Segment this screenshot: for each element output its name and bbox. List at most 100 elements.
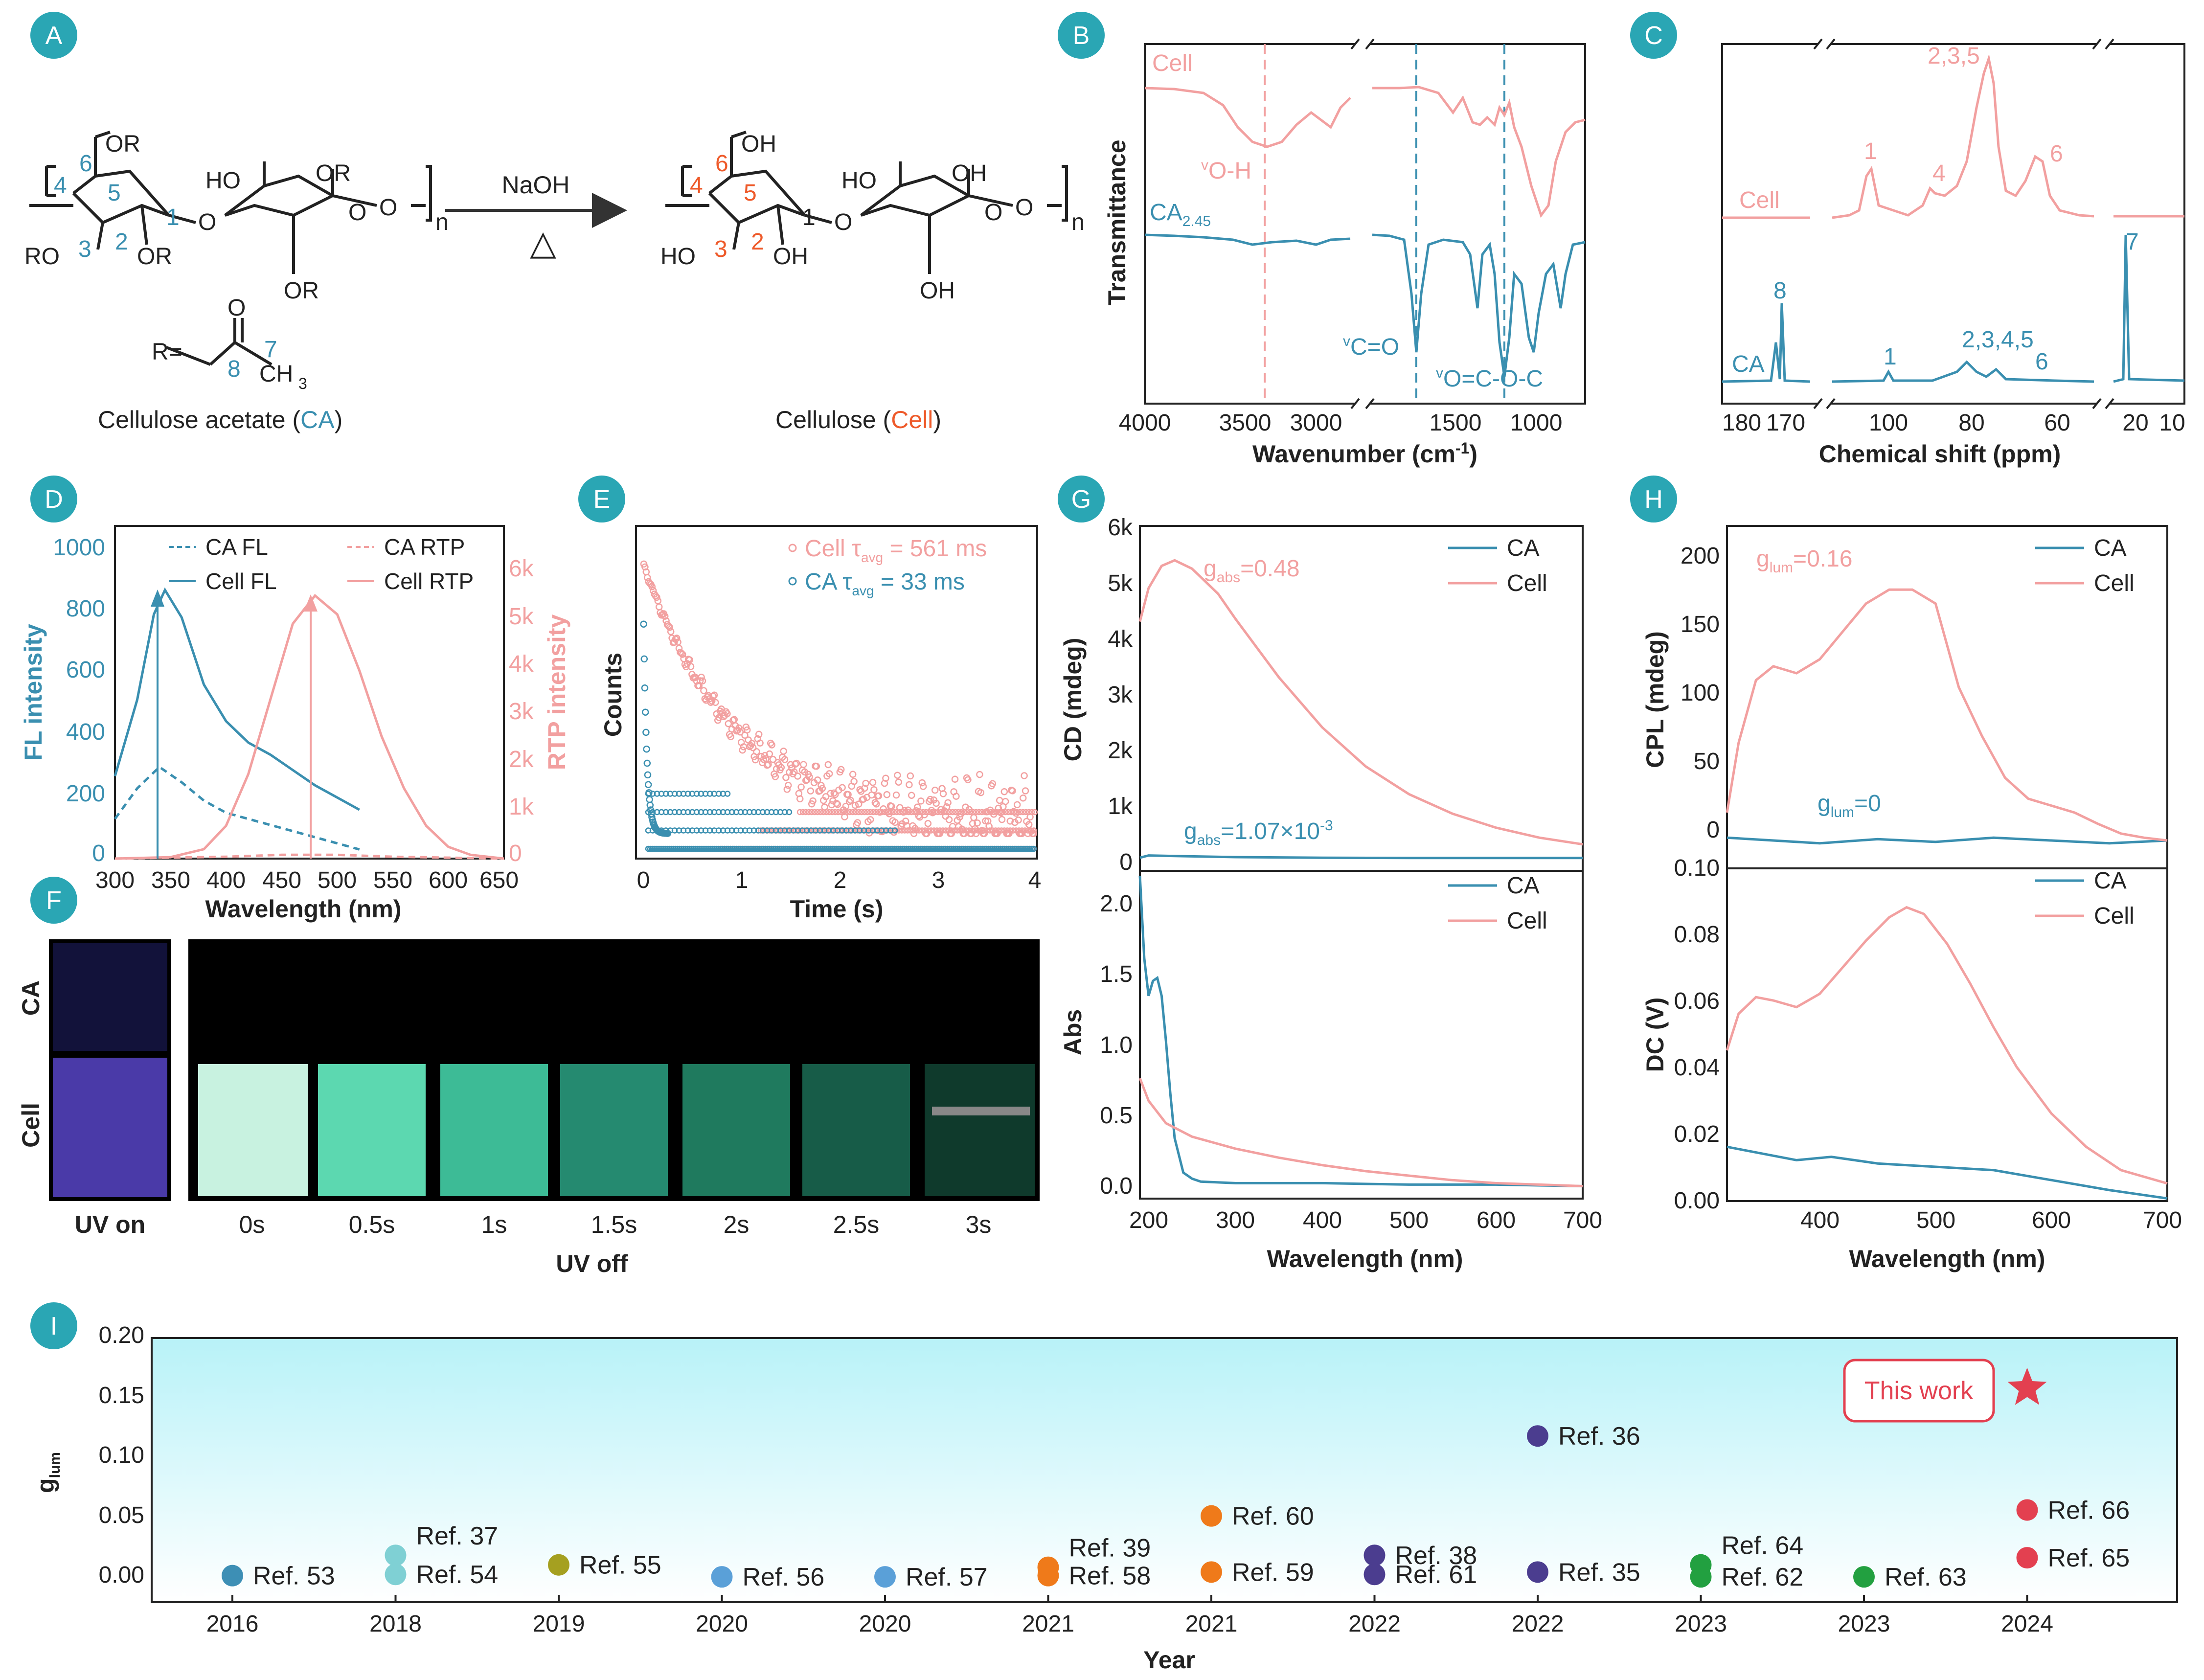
- e-cell-point-559: [870, 809, 877, 816]
- e-ca-point-136: [829, 845, 836, 852]
- e-cell-point-560: [873, 809, 880, 816]
- e-ca-point-124: [805, 845, 812, 852]
- e-legend-cell: Cell τavg = 561 ms: [805, 536, 987, 565]
- d-ytick-r1k: 1k: [509, 794, 534, 820]
- g-ann-cell: gabs=0.48: [1204, 556, 1300, 586]
- e-cell-point-464: [828, 827, 835, 834]
- d-ylabel-right: RTP intensity: [543, 614, 570, 771]
- e-cell-point-508: [957, 827, 964, 834]
- e-cell-point-515: [977, 827, 984, 834]
- e-cell-point-266: [953, 793, 960, 800]
- e-ca-point-118: [794, 845, 800, 852]
- e-cell-point-119: [780, 748, 787, 755]
- cell-oh-bottom: OH: [773, 244, 808, 270]
- panel-d-fl-rtp: D CA FL Cell FL CA RTP Cell RTP 0 200 40…: [20, 476, 570, 923]
- badge-c-text: C: [1644, 22, 1663, 50]
- i-point-label-10: Ref. 38: [1395, 1542, 1477, 1570]
- e-cell-point-509: [960, 827, 967, 834]
- e-cell-point-540: [814, 809, 821, 816]
- e-ca-point-86: [731, 845, 738, 852]
- e-ca-point-52: [664, 845, 671, 852]
- e-cell-point-530: [1022, 827, 1028, 834]
- f-tile-3s: [925, 1064, 1035, 1196]
- h-xlabel: Wavelength (nm): [1849, 1245, 2045, 1272]
- i-xlabel: Year: [1143, 1646, 1195, 1674]
- e-cell-point-134: [797, 783, 805, 791]
- e-xlabel: Time (s): [790, 895, 884, 923]
- g-top-legend: CA Cell: [1448, 535, 1547, 596]
- e-ca-point-171: [897, 845, 904, 852]
- ca-or-bottom2: OR: [284, 278, 319, 304]
- g-bot-ytick-10: 1.0: [1100, 1032, 1133, 1058]
- h-top-curves-series-0: [1727, 836, 2168, 845]
- e-ca-point-91: [741, 845, 748, 852]
- e-ca-point-212: [977, 845, 984, 852]
- e-cell-point-604: [1002, 809, 1009, 816]
- e-ca-point-234: [1021, 845, 1027, 852]
- ftir-series-ca: CA2.45: [1150, 200, 1211, 229]
- e-cell-point-282: [971, 825, 979, 833]
- e-ca-point-115: [788, 845, 795, 852]
- ca-num-6: 6: [79, 151, 92, 177]
- e-ca-point-110: [778, 845, 785, 852]
- e-cell-point-589: [958, 809, 965, 816]
- i-point-16: [1853, 1566, 1875, 1588]
- e-ca-point-84: [727, 845, 734, 852]
- e-ca-point-6: [643, 759, 651, 767]
- d-xtick-650: 650: [479, 867, 519, 893]
- cell-oh-top: OH: [741, 131, 776, 157]
- i-point-1: [385, 1544, 407, 1566]
- e-cell-point-572: [908, 809, 915, 816]
- e-cell-point-117: [777, 764, 785, 771]
- e-ca-point-166: [887, 845, 894, 852]
- e-ca-point-202: [958, 845, 965, 852]
- i-point-label-13: Ref. 35: [1558, 1558, 1640, 1587]
- e-cell-point-567: [893, 809, 900, 816]
- e-cell-point-570: [902, 809, 909, 816]
- h-bot-legend-ca: CA: [2094, 868, 2127, 894]
- nmr-xtick-100: 100: [1869, 410, 1908, 436]
- d-xtick-500: 500: [318, 867, 357, 893]
- e-ca-point-0: [640, 620, 647, 628]
- e-cell-point-297: [989, 780, 997, 788]
- i-frame: [151, 1337, 2178, 1603]
- d-ytick-l800: 800: [66, 596, 105, 622]
- e-cell-point-48: [696, 677, 704, 684]
- e-cell-point-168: [837, 766, 845, 773]
- h-xtick-600: 600: [2032, 1207, 2071, 1233]
- ca-ring-o1: O: [198, 209, 216, 235]
- e-ca-point-58: [676, 845, 683, 852]
- e-ca-point-180: [915, 845, 922, 852]
- e-ca-point-73: [705, 845, 712, 852]
- e-cell-point-520: [992, 827, 999, 834]
- e-cell-point-516: [980, 827, 987, 834]
- e-cell-point-529: [1019, 827, 1025, 834]
- e-ca-point-223: [999, 845, 1006, 852]
- e-cell-point-602: [996, 809, 1003, 816]
- e-ca-point-3: [641, 708, 649, 716]
- e-cell-point-513: [972, 827, 978, 834]
- cell-ring-o3: O: [1015, 195, 1033, 221]
- cell-n: n: [1071, 209, 1085, 235]
- e-ca-point-233: [1019, 845, 1025, 852]
- e-cell-point-12: [654, 597, 662, 605]
- h-xticks: 400 500 600 700: [1800, 1207, 2182, 1233]
- e-xtick-1: 1: [735, 867, 749, 893]
- e-cell-point-305: [998, 816, 1006, 823]
- e-ca-point-201: [956, 845, 963, 852]
- i-ytick-015: 0.15: [99, 1383, 144, 1408]
- e-cell-point-22: [666, 624, 674, 631]
- e-ca-point-43: [647, 845, 654, 852]
- e-cell-point-323: [1019, 794, 1027, 802]
- e-ca-point-72: [704, 845, 710, 852]
- g-top-ytick-6k: 6k: [1108, 515, 1133, 541]
- e-cell-point-549: [841, 809, 847, 816]
- e-cell-point-61: [712, 699, 719, 706]
- e-ca-point-94: [747, 845, 753, 852]
- e-cell-point-476: [863, 827, 870, 834]
- e-cell-point-598: [984, 809, 991, 816]
- e-cell-point-72: [725, 720, 732, 727]
- e-ca-point-183: [921, 845, 928, 852]
- cell-num-3: 3: [714, 236, 727, 262]
